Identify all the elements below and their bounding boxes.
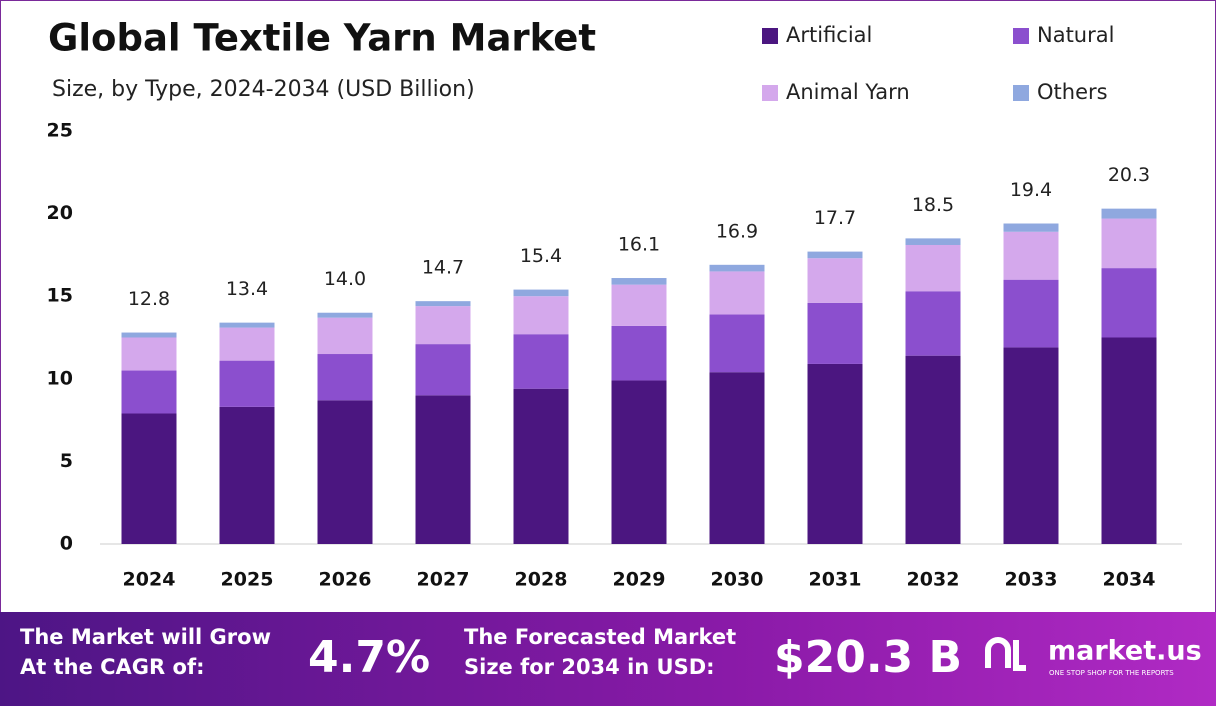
bar-segment — [905, 238, 961, 245]
bar-segment — [1003, 347, 1059, 544]
footer: The Market will Grow At the CAGR of: 4.7… — [20, 625, 1202, 683]
bar-segment — [611, 325, 667, 381]
bar-segment — [415, 395, 471, 544]
forecast-label: The Forecasted Market — [464, 625, 736, 649]
total-label: 14.7 — [422, 257, 464, 279]
total-label: 13.4 — [226, 278, 268, 300]
bar-segment — [905, 355, 961, 544]
bar-segment — [807, 258, 863, 303]
total-label: 14.0 — [324, 268, 366, 290]
bar-segment — [513, 334, 569, 389]
brand-logo — [985, 637, 1026, 671]
legend-label: Animal Yarn — [786, 80, 910, 104]
bar-segment — [121, 413, 177, 544]
y-tick-label: 5 — [60, 450, 73, 472]
bar-segment — [709, 264, 765, 272]
bar-segment — [317, 312, 373, 318]
y-tick-label: 20 — [47, 202, 73, 224]
tagline: ONE STOP SHOP FOR THE REPORTS — [1049, 669, 1174, 677]
x-tick-label: 2029 — [613, 569, 666, 591]
bar-segment — [905, 244, 961, 292]
cagr-label: The Market will Grow — [20, 625, 271, 649]
chart-title: Global Textile Yarn Market — [48, 17, 596, 60]
total-label: 19.4 — [1010, 179, 1052, 201]
total-label: 15.4 — [520, 245, 562, 267]
bar-segment — [807, 363, 863, 544]
bar-segment — [1101, 337, 1157, 544]
forecast-value: $20.3 B — [774, 632, 962, 683]
bar-segment — [513, 388, 569, 544]
bar-segment — [1003, 223, 1059, 232]
chart-subtitle: Size, by Type, 2024-2034 (USD Billion) — [52, 77, 475, 102]
total-label: 16.9 — [716, 220, 758, 242]
x-tick-label: 2027 — [417, 569, 470, 591]
bar-segment — [219, 322, 275, 328]
legend-label: Artificial — [786, 23, 872, 47]
x-tick-label: 2034 — [1103, 569, 1156, 591]
y-tick-label: 0 — [60, 533, 73, 555]
forecast-label: Size for 2034 in USD: — [464, 655, 715, 679]
bar-segment — [709, 372, 765, 544]
bar-segment — [1101, 208, 1157, 219]
x-tick-label: 2026 — [319, 569, 372, 591]
bar-segment — [219, 406, 275, 544]
bar-segment — [121, 370, 177, 414]
x-tick-label: 2030 — [711, 569, 764, 591]
legend-swatch — [1013, 28, 1029, 44]
bar-segment — [415, 306, 471, 345]
total-label: 16.1 — [618, 234, 660, 256]
bar-segment — [905, 291, 961, 356]
bar-segment — [219, 327, 275, 361]
x-tick-label: 2031 — [809, 569, 862, 591]
total-label: 18.5 — [912, 194, 954, 216]
y-tick-label: 10 — [47, 367, 73, 389]
bar-segment — [709, 271, 765, 315]
legend-swatch — [762, 28, 778, 44]
legend-label: Others — [1037, 80, 1108, 104]
bar-segment — [121, 337, 177, 371]
bar-segment — [611, 284, 667, 326]
y-tick-label: 15 — [47, 285, 73, 307]
bar-segment — [1003, 279, 1059, 348]
total-label: 20.3 — [1108, 164, 1150, 186]
cagr-label: At the CAGR of: — [20, 655, 205, 679]
bar-segment — [1003, 231, 1059, 280]
legend-swatch — [762, 85, 778, 101]
bar-segment — [513, 296, 569, 335]
bar-segment — [317, 354, 373, 401]
bar-segment — [317, 400, 373, 544]
bar-segment — [513, 289, 569, 297]
legend-swatch — [1013, 85, 1029, 101]
total-label: 17.7 — [814, 207, 856, 229]
bar-segment — [1101, 268, 1157, 338]
y-tick-label: 25 — [47, 120, 73, 142]
bar-segment — [415, 344, 471, 396]
bar-segment — [415, 301, 471, 307]
bar-segment — [219, 360, 275, 407]
x-tick-label: 2028 — [515, 569, 568, 591]
brand: market.us — [1048, 636, 1202, 667]
bar-segment — [709, 314, 765, 373]
bar-segment — [121, 332, 177, 338]
total-label: 12.8 — [128, 288, 170, 310]
x-tick-label: 2025 — [221, 569, 274, 591]
bar-segment — [807, 302, 863, 364]
bar-segment — [1101, 218, 1157, 269]
cagr-value: 4.7% — [308, 632, 430, 683]
bar-segment — [611, 278, 667, 285]
bar-segment — [807, 251, 863, 259]
bar-segment — [611, 380, 667, 544]
x-tick-label: 2024 — [123, 569, 176, 591]
x-tick-label: 2032 — [907, 569, 960, 591]
bar-segment — [317, 317, 373, 355]
legend-label: Natural — [1037, 23, 1114, 47]
x-tick-label: 2033 — [1005, 569, 1058, 591]
